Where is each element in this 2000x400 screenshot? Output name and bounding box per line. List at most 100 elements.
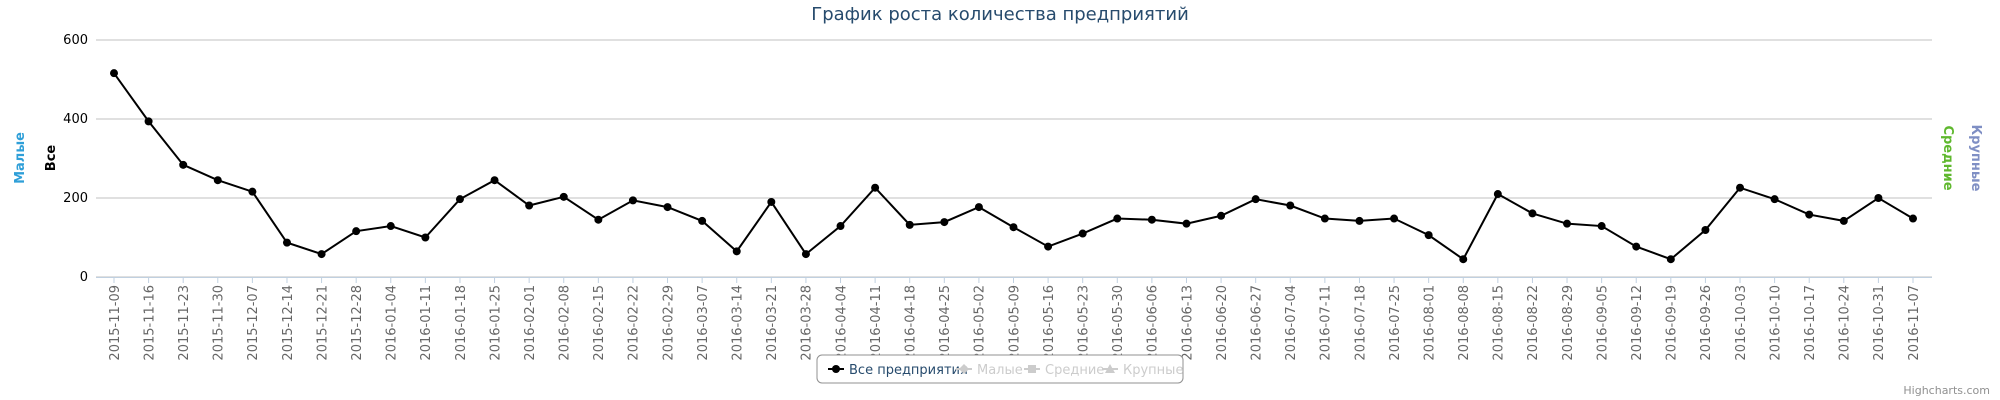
point xyxy=(1009,223,1018,232)
x-tick-label: 2016-03-07 xyxy=(696,285,711,361)
x-tick-label: 2016-04-18 xyxy=(904,285,919,361)
point xyxy=(213,176,222,185)
point xyxy=(663,203,672,212)
x-tick-label: 2016-10-10 xyxy=(1768,285,1783,361)
x-tick-label: 2016-07-11 xyxy=(1319,285,1334,361)
x-tick-label: 2016-02-01 xyxy=(523,285,538,361)
point xyxy=(1147,215,1156,224)
x-tick-label: 2016-05-30 xyxy=(1111,285,1126,361)
axis-title: Крупные xyxy=(1968,125,1983,192)
x-tick-label: 2015-11-30 xyxy=(212,285,227,361)
x-tick-label: 2016-08-15 xyxy=(1492,285,1507,361)
point xyxy=(144,117,153,126)
point xyxy=(1528,209,1537,218)
point xyxy=(836,222,845,231)
x-tick-label: 2015-11-09 xyxy=(108,285,123,361)
line-series xyxy=(113,72,1914,261)
point xyxy=(732,247,741,256)
point xyxy=(1424,231,1433,240)
point xyxy=(1493,190,1502,199)
y-tick-label: 600 xyxy=(63,33,88,48)
x-tick-label: 2015-11-23 xyxy=(177,285,192,361)
x-tick-label: 2016-10-03 xyxy=(1734,285,1749,361)
axis-title: Малые xyxy=(13,132,28,184)
point xyxy=(525,201,534,210)
point xyxy=(801,250,810,259)
point xyxy=(1078,229,1087,238)
point xyxy=(1597,222,1606,231)
x-tick-label: 2016-06-20 xyxy=(1215,285,1230,361)
x-tick-label: 2016-08-22 xyxy=(1526,285,1541,361)
x-tick-label: 2016-01-25 xyxy=(488,285,503,361)
point xyxy=(698,216,707,225)
point xyxy=(1909,214,1917,223)
x-tick-label: 2016-09-26 xyxy=(1699,285,1714,361)
legend-item[interactable]: Малые xyxy=(956,363,1023,378)
x-tick-label: 2016-07-25 xyxy=(1388,285,1403,361)
point xyxy=(1390,214,1399,223)
y-tick-label: 0 xyxy=(80,270,88,285)
x-tick-label: 2016-03-14 xyxy=(731,285,746,361)
x-tick-label: 2016-06-13 xyxy=(1180,285,1195,361)
point xyxy=(974,203,983,212)
chart-title: График роста количества предприятий xyxy=(811,4,1189,25)
point xyxy=(1563,219,1572,228)
x-tick-label: 2016-04-04 xyxy=(834,285,849,361)
credits[interactable]: Highcharts.com xyxy=(1903,384,1990,397)
point xyxy=(1701,225,1710,234)
point xyxy=(490,176,499,185)
point xyxy=(352,227,361,236)
point xyxy=(1632,242,1641,251)
legend-label: Малые xyxy=(977,363,1023,378)
point xyxy=(1736,183,1745,192)
point xyxy=(628,196,637,205)
point xyxy=(455,195,464,204)
point xyxy=(1770,195,1779,204)
point xyxy=(421,233,430,242)
axis-title: Все xyxy=(44,145,59,172)
x-tick-label: 2016-08-29 xyxy=(1561,285,1576,361)
point xyxy=(1044,242,1053,251)
point xyxy=(940,218,949,227)
point xyxy=(110,69,118,78)
point xyxy=(767,197,776,206)
point xyxy=(248,187,257,196)
x-tick-label: 2016-03-28 xyxy=(800,285,815,361)
x-tick-label: 2016-02-29 xyxy=(661,285,676,361)
point xyxy=(1217,211,1226,220)
point xyxy=(386,222,395,231)
x-tick-label: 2016-01-11 xyxy=(419,285,434,361)
point xyxy=(1320,214,1329,223)
x-tick-label: 2016-06-06 xyxy=(1146,285,1161,361)
legend-label: Крупные xyxy=(1123,363,1183,378)
x-tick-label: 2016-05-16 xyxy=(1042,285,1057,361)
x-tick-label: 2015-11-16 xyxy=(142,285,157,361)
legend-item[interactable]: Крупные xyxy=(1102,363,1183,378)
y-tick-label: 200 xyxy=(63,191,88,206)
point xyxy=(179,160,188,169)
x-tick-label: 2016-02-08 xyxy=(558,285,573,361)
legend: Все предприятия Малые Средние Крупные xyxy=(816,354,1184,384)
x-tick-label: 2015-12-14 xyxy=(281,285,296,361)
legend-item[interactable]: Средние xyxy=(1024,363,1104,378)
x-tick-label: 2016-04-25 xyxy=(938,285,953,361)
x-tick-label: 2016-01-04 xyxy=(385,285,400,361)
point xyxy=(1113,214,1122,223)
x-tick-label: 2016-10-31 xyxy=(1872,285,1887,361)
legend-item[interactable]: Все предприятия xyxy=(828,363,968,378)
point xyxy=(1874,194,1883,202)
x-tick-label: 2016-11-07 xyxy=(1907,285,1922,361)
point xyxy=(1286,201,1295,210)
x-tick-label: 2016-09-19 xyxy=(1665,285,1680,361)
x-tick-label: 2016-01-18 xyxy=(454,285,469,361)
x-tick-label: 2016-08-01 xyxy=(1422,285,1437,361)
x-tick-label: 2016-10-17 xyxy=(1803,285,1818,361)
x-tick-label: 2015-12-07 xyxy=(246,285,261,361)
x-tick-label: 2016-08-08 xyxy=(1457,285,1472,361)
y-tick-label: 400 xyxy=(63,112,88,127)
x-tick-label: 2016-02-22 xyxy=(627,285,642,361)
x-tick-label: 2016-05-23 xyxy=(1076,285,1091,361)
point xyxy=(559,192,568,201)
point xyxy=(1355,216,1364,225)
